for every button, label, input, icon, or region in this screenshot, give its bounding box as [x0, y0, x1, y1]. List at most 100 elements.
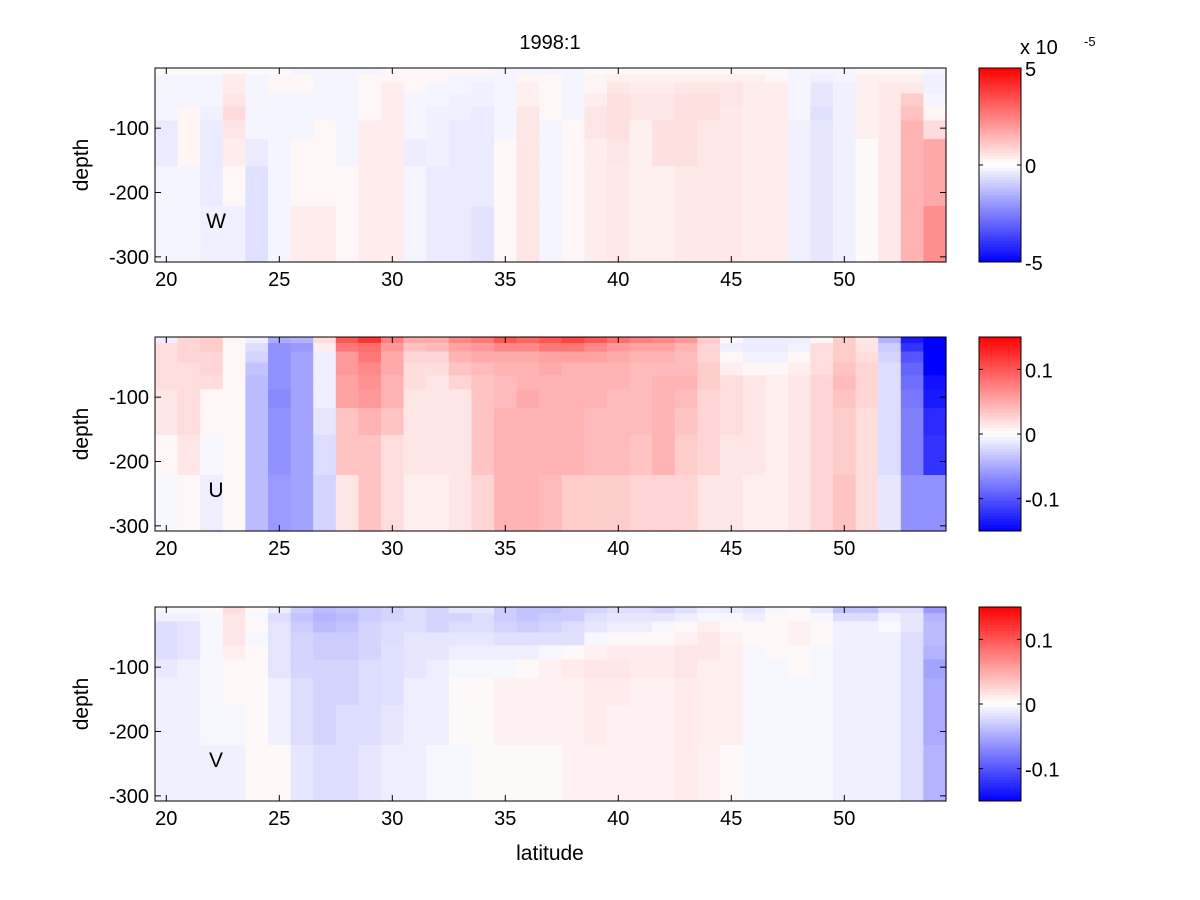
y-tick-label: -200: [109, 722, 149, 744]
heatmap-cell: [787, 745, 811, 802]
colorbar-swatch: [979, 464, 1021, 468]
heatmap-cell: [358, 632, 382, 646]
heatmap-cell: [494, 343, 518, 353]
heatmap-cell: [448, 613, 472, 623]
heatmap-cell: [358, 645, 382, 661]
heatmap-cell: [697, 645, 721, 661]
heatmap-cell: [222, 375, 246, 391]
heatmap-cell: [900, 120, 924, 140]
heatmap-cell: [584, 408, 608, 436]
heatmap-cell: [697, 705, 721, 746]
heatmap-cell: [539, 645, 563, 661]
heatmap-cell: [720, 621, 744, 634]
heatmap-cell: [358, 408, 382, 436]
heatmap-cell: [245, 166, 269, 207]
heatmap-cell: [855, 607, 879, 614]
heatmap-cell: [878, 435, 902, 476]
heatmap-cell: [765, 705, 789, 746]
heatmap-cell: [539, 607, 563, 614]
colorbar-swatch: [979, 491, 1021, 496]
heatmap-cell: [833, 645, 857, 661]
heatmap-cell: [584, 613, 608, 623]
heatmap-cell: [765, 106, 789, 122]
colorbar-swatch: [979, 670, 1021, 675]
heatmap-cell: [426, 93, 450, 107]
heatmap-cell: [403, 74, 427, 84]
heatmap-cell: [358, 106, 382, 122]
colorbar-swatch: [979, 691, 1021, 696]
heatmap-cell: [335, 139, 359, 167]
colorbar-swatch: [979, 107, 1021, 111]
heatmap-cell: [381, 475, 405, 532]
heatmap-cell: [448, 106, 472, 122]
heatmap-cell: [516, 337, 540, 344]
colorbar-swatch: [979, 183, 1021, 187]
heatmap-cell: [516, 68, 540, 75]
heatmap-cell: [426, 120, 450, 140]
heatmap-cell: [539, 389, 563, 409]
heatmap-cell: [222, 621, 246, 634]
heatmap-cell: [561, 362, 585, 376]
heatmap-cell: [787, 351, 811, 364]
colorbar-swatch: [979, 74, 1021, 78]
heatmap-cell: [245, 389, 269, 409]
heatmap-cell: [923, 351, 947, 364]
heatmap-cell: [358, 343, 382, 353]
heatmap-cell: [403, 475, 427, 532]
heatmap-cell: [561, 206, 585, 263]
heatmap-cell: [629, 632, 653, 646]
x-tick-label: 40: [607, 808, 629, 830]
heatmap-cell: [878, 120, 902, 140]
heatmap-cell: [561, 139, 585, 167]
heatmap-cell: [335, 745, 359, 802]
heatmap-cell: [200, 645, 224, 661]
heatmap-cell: [697, 435, 721, 476]
heatmap-cell: [448, 206, 472, 263]
heatmap-cell: [245, 659, 269, 679]
heatmap-cell: [516, 408, 540, 436]
heatmap-cell: [358, 705, 382, 746]
heatmap-cell: [245, 613, 269, 623]
heatmap-cell: [855, 166, 879, 207]
colorbar-swatch: [979, 710, 1021, 714]
heatmap-cell: [290, 93, 314, 107]
heatmap-cell: [697, 745, 721, 802]
heatmap-cell: [810, 375, 834, 391]
heatmap-cell: [471, 139, 495, 167]
x-tick-label: 25: [268, 269, 290, 291]
heatmap-cell: [494, 206, 518, 263]
heatmap-cell: [787, 74, 811, 84]
heatmap-cell: [561, 120, 585, 140]
colorbar-swatch: [979, 697, 1021, 702]
heatmap-cell: [245, 621, 269, 634]
heatmap-cell: [268, 82, 292, 95]
heatmap-cell: [448, 74, 472, 84]
colorbar-swatch: [979, 785, 1021, 790]
heatmap-cell: [697, 106, 721, 122]
heatmap-cell: [516, 166, 540, 207]
heatmap-cell: [878, 389, 902, 409]
heatmap-cell: [765, 343, 789, 353]
heatmap-cell: [448, 351, 472, 364]
heatmap-cell: [471, 613, 495, 623]
heatmap-cell: [245, 475, 269, 532]
x-tick-label: 50: [833, 538, 855, 560]
heatmap-cell: [403, 607, 427, 614]
heatmap-cell: [787, 166, 811, 207]
colorbar-swatch: [979, 388, 1021, 393]
colorbar-swatch: [979, 340, 1021, 344]
heatmap-cell: [607, 166, 631, 207]
heatmap-cell: [200, 435, 224, 476]
heatmap-cell: [855, 343, 879, 353]
heatmap-cell: [742, 705, 766, 746]
colorbar-swatch: [979, 421, 1021, 426]
heatmap-cell: [652, 343, 676, 353]
heatmap-cell: [561, 389, 585, 409]
heatmap-cell: [155, 82, 179, 95]
colorbar-swatch: [979, 225, 1021, 230]
heatmap-cell: [855, 645, 879, 661]
heatmap-cell: [494, 435, 518, 476]
colorbar-swatch: [979, 500, 1021, 505]
heatmap-cell: [290, 206, 314, 263]
colorbar-swatch: [979, 634, 1021, 638]
